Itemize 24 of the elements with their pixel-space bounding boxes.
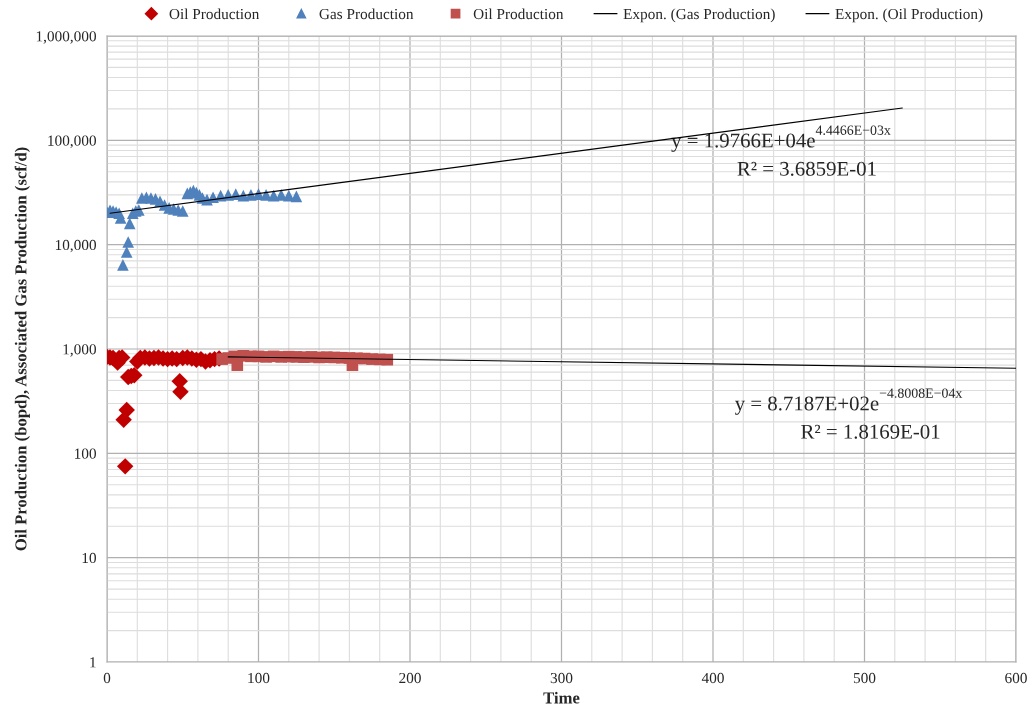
y-axis-title: Oil Production (bopd), Associated Gas Production (scf/d) (14, 147, 30, 551)
x-tick-label: 200 (399, 672, 421, 684)
annotation: y = 8.7187E+02e−4.8008E−04x (734, 388, 963, 415)
legend-label: Expon. (Gas Production) (623, 8, 775, 23)
y-tick-label: 100,000 (48, 135, 96, 148)
annotation: R² = 3.6859E-01 (737, 161, 876, 176)
x-axis-title: Time (543, 691, 580, 704)
y-tick-label: 1,000,000 (36, 31, 96, 44)
x-tick-label: 300 (550, 672, 573, 684)
legend-label: Oil Production (169, 8, 260, 20)
legend-label: Oil Production (473, 8, 564, 20)
y-tick-label: 10,000 (55, 239, 96, 253)
y-tick-label: 100 (75, 448, 96, 459)
y-tick-label: 1,000 (63, 344, 96, 357)
x-tick-label: 400 (701, 672, 724, 684)
x-tick-label: 500 (853, 672, 876, 684)
x-tick-label: 100 (248, 672, 270, 684)
x-tick-label: 600 (1005, 672, 1027, 684)
legend-label: Gas Production (319, 8, 414, 20)
legend-label: Expon. (Oil Production) (835, 8, 983, 23)
y-tick-label: 1 (90, 657, 96, 668)
annotation: R² = 1.8169E-01 (801, 424, 940, 439)
y-tick-label: 10 (82, 552, 96, 564)
x-tick-label: 0 (103, 672, 111, 684)
